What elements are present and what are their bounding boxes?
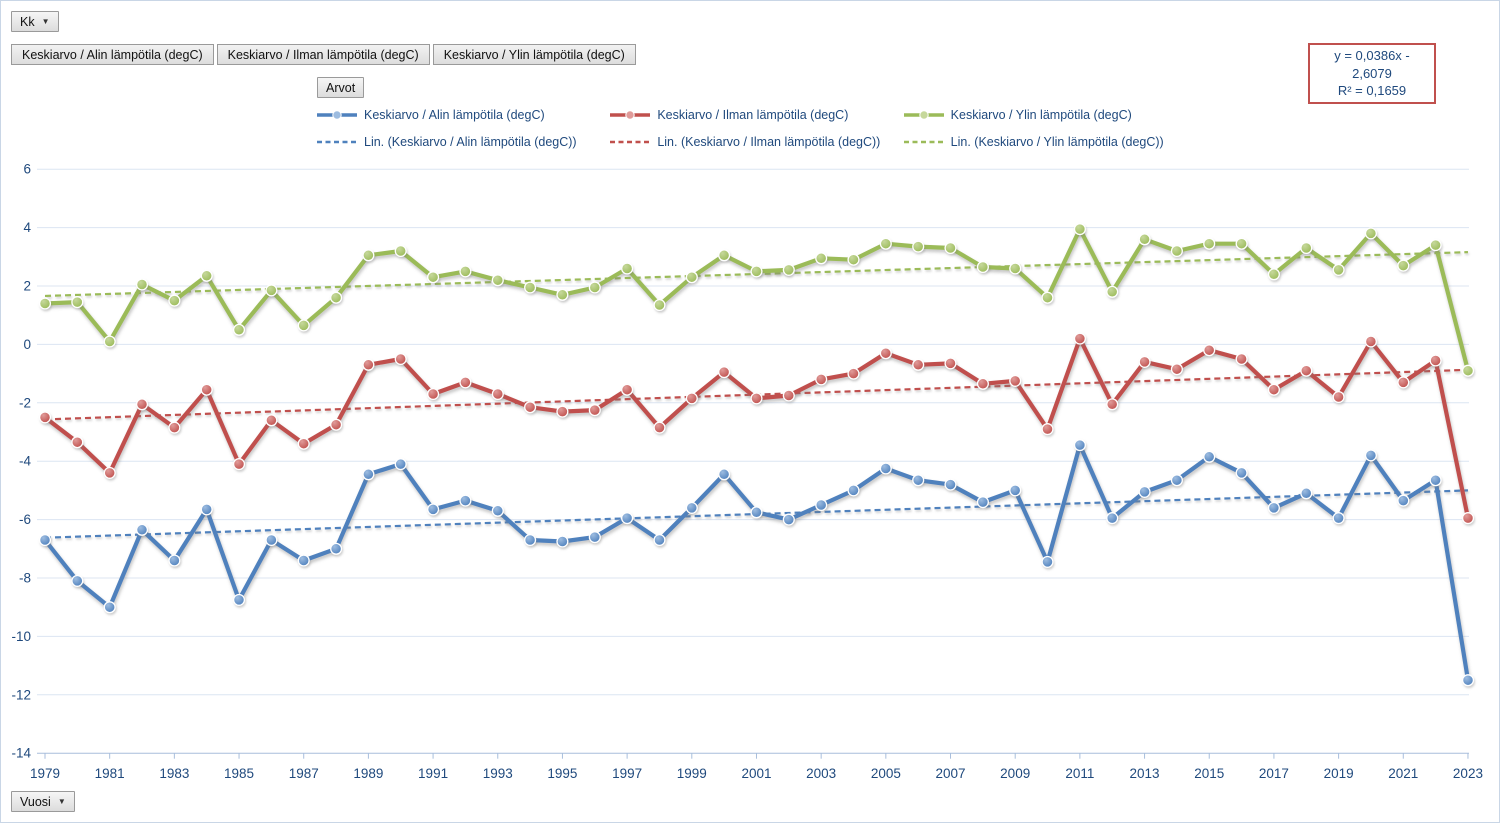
svg-text:2: 2 [23, 279, 31, 294]
svg-text:1993: 1993 [483, 766, 513, 781]
svg-text:1989: 1989 [353, 766, 383, 781]
svg-text:2001: 2001 [741, 766, 771, 781]
legend-item-alin[interactable]: Keskiarvo / Alin lämpötila (degC) [316, 108, 609, 122]
legend-row-series: Keskiarvo / Alin lämpötila (degC) Keskia… [316, 101, 1196, 128]
svg-text:1991: 1991 [418, 766, 448, 781]
legend-label: Keskiarvo / Ylin lämpötila (degC) [950, 107, 1132, 122]
field-button-ylin[interactable]: Keskiarvo / Ylin lämpötila (degC) [432, 44, 636, 65]
svg-text:2003: 2003 [806, 766, 836, 781]
svg-text:2011: 2011 [1065, 766, 1094, 781]
value-field-buttons-row: Keskiarvo / Alin lämpötila (degC) Keskia… [11, 44, 636, 65]
svg-text:1995: 1995 [547, 766, 577, 781]
svg-text:6: 6 [23, 162, 31, 177]
legend-item-ylin[interactable]: Keskiarvo / Ylin lämpötila (degC) [903, 108, 1196, 122]
trendline-equation[interactable]: y = 0,0386x - 2,6079 R² = 0,1659 [1308, 43, 1436, 104]
svg-text:0: 0 [23, 337, 31, 352]
svg-text:2007: 2007 [935, 766, 965, 781]
svg-text:1979: 1979 [30, 766, 60, 781]
legend-item-lin-alin[interactable]: Lin. (Keskiarvo / Alin lämpötila (degC)) [316, 135, 609, 149]
svg-text:1981: 1981 [95, 766, 125, 781]
legend-label: Keskiarvo / Alin lämpötila (degC) [364, 107, 545, 122]
kk-field-button[interactable]: Kk ▼ [11, 11, 59, 32]
series-marker-icon [316, 109, 358, 121]
svg-text:-8: -8 [19, 571, 31, 586]
legend-item-ilman[interactable]: Keskiarvo / Ilman lämpötila (degC) [609, 108, 902, 122]
trendline-r-squared: R² = 0,1659 [1337, 83, 1407, 99]
trendline-marker-icon [609, 136, 651, 148]
svg-text:-10: -10 [11, 629, 31, 644]
svg-text:1987: 1987 [289, 766, 319, 781]
svg-text:-6: -6 [19, 512, 31, 527]
field-button-alin[interactable]: Keskiarvo / Alin lämpötila (degC) [11, 44, 214, 65]
svg-text:2023: 2023 [1453, 766, 1483, 781]
legend-item-lin-ylin[interactable]: Lin. (Keskiarvo / Ylin lämpötila (degC)) [903, 135, 1196, 149]
svg-text:-14: -14 [11, 746, 31, 761]
series-marker-icon [903, 109, 945, 121]
svg-text:-12: -12 [11, 687, 31, 702]
legend-row-trendlines: Lin. (Keskiarvo / Alin lämpötila (degC))… [316, 128, 1196, 155]
dropdown-arrow-icon: ▼ [57, 796, 66, 806]
arvot-field-button[interactable]: Arvot [317, 77, 365, 98]
vuosi-field-button[interactable]: Vuosi ▼ [11, 791, 75, 812]
series-marker-icon [609, 109, 651, 121]
svg-text:4: 4 [23, 220, 31, 235]
legend-label: Lin. (Keskiarvo / Ilman lämpötila (degC)… [657, 134, 881, 149]
svg-text:1999: 1999 [677, 766, 707, 781]
svg-text:2017: 2017 [1259, 766, 1289, 781]
legend-label: Lin. (Keskiarvo / Ylin lämpötila (degC)) [950, 134, 1164, 149]
legend-label: Lin. (Keskiarvo / Alin lämpötila (degC)) [364, 134, 577, 149]
kk-field-label: Kk [20, 14, 35, 29]
trendline-equation-formula: y = 0,0386x - 2,6079 [1334, 48, 1410, 81]
svg-text:1985: 1985 [224, 766, 254, 781]
svg-text:2019: 2019 [1324, 766, 1354, 781]
vuosi-field-label: Vuosi [20, 794, 51, 809]
trendline-marker-icon [316, 136, 358, 148]
svg-text:1997: 1997 [612, 766, 642, 781]
svg-text:2015: 2015 [1194, 766, 1224, 781]
field-button-ilman[interactable]: Keskiarvo / Ilman lämpötila (degC) [216, 44, 430, 65]
svg-text:-2: -2 [19, 395, 31, 410]
svg-text:-4: -4 [19, 454, 31, 469]
legend-label: Keskiarvo / Ilman lämpötila (degC) [657, 107, 849, 122]
legend-item-lin-ilman[interactable]: Lin. (Keskiarvo / Ilman lämpötila (degC)… [609, 135, 902, 149]
trendline-marker-icon [903, 136, 945, 148]
dropdown-arrow-icon: ▼ [41, 16, 50, 26]
svg-text:2013: 2013 [1130, 766, 1160, 781]
chart-legend: Keskiarvo / Alin lämpötila (degC) Keskia… [316, 101, 1196, 155]
svg-text:2009: 2009 [1000, 766, 1030, 781]
svg-text:2021: 2021 [1388, 766, 1418, 781]
arvot-field-label: Arvot [326, 80, 356, 95]
svg-text:1983: 1983 [159, 766, 189, 781]
svg-text:2005: 2005 [871, 766, 901, 781]
